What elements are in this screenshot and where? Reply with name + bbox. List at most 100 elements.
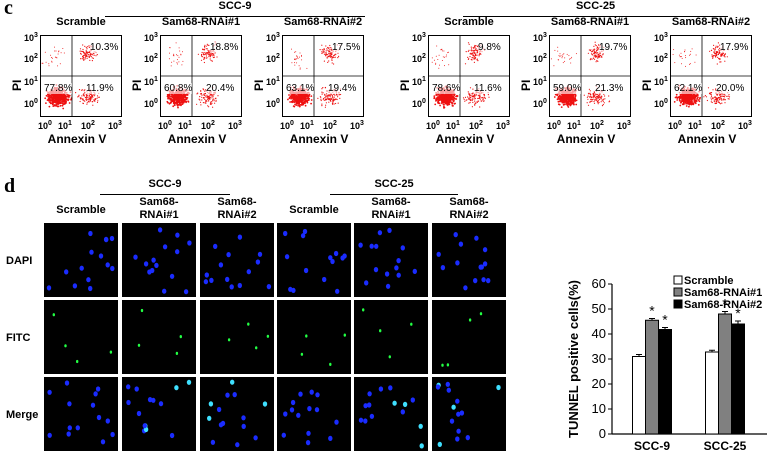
legend-label-2: Sam68-RNAi#2 <box>684 299 762 311</box>
panel-d-letter: d <box>4 175 16 197</box>
panel-c-group-label-scc25: SCC-25 <box>575 0 616 12</box>
fc-quadrant-lr-5: 20.0% <box>716 83 745 94</box>
fc-quadrant-ur-4: 19.7% <box>599 42 628 53</box>
micro-col-label-0: Scramble <box>41 204 121 217</box>
fc-xtick-3-0: 100 <box>426 120 440 131</box>
micro-image-r0-c4 <box>354 223 428 297</box>
fc-xtick-4-3: 103 <box>617 120 631 131</box>
fc-xtick-5-0: 100 <box>668 120 682 131</box>
micro-col-label-line2: RNAi#1 <box>371 209 411 221</box>
legend-swatch-2 <box>673 299 683 309</box>
fc-quadrant-lr-1: 20.4% <box>206 83 235 94</box>
fc-title-2: Sam68-RNAi#2 <box>283 16 363 28</box>
micro-image-r2-c3 <box>277 377 351 451</box>
fc-ytick-2-1: 101 <box>266 76 280 87</box>
y-tick-label: 20 <box>592 376 606 391</box>
fc-xtick-1-3: 103 <box>228 120 242 131</box>
micro-col-label-line2: RNAi#2 <box>449 209 489 221</box>
fc-ytick-5-3: 103 <box>654 32 668 43</box>
fc-xtick-0-1: 101 <box>58 120 72 131</box>
fc-ytick-5-1: 101 <box>654 76 668 87</box>
fc-ytick-0-0: 100 <box>24 98 38 109</box>
significance-star: * <box>722 296 728 312</box>
fc-quadrant-ll-2: 63.1% <box>286 83 315 94</box>
fc-quadrant-ll-5: 62.1% <box>674 83 703 94</box>
fc-ylabel-5: PI <box>640 79 654 91</box>
fc-ytick-1-2: 102 <box>144 53 158 64</box>
fc-ylabel-4: PI <box>519 79 533 91</box>
fc-xtick-1-0: 100 <box>158 120 172 131</box>
legend-swatch-1 <box>673 287 683 297</box>
fc-quadrant-ll-3: 78.6% <box>432 83 461 94</box>
significance-star: * <box>735 305 741 321</box>
fc-ytick-0-2: 102 <box>24 53 38 64</box>
fc-ytick-5-0: 100 <box>654 98 668 109</box>
legend-label-1: Sam68-RNAi#1 <box>684 287 762 299</box>
micro-image-r0-c0 <box>44 223 118 297</box>
y-axis-label: TUNNEL positive cells(%) <box>566 280 581 438</box>
micro-col-label-1: Sam68- RNAi#1 <box>119 196 199 222</box>
significance-star: * <box>649 303 655 319</box>
fc-title-4: Sam68-RNAi#1 <box>550 16 630 28</box>
micro-image-r2-c4 <box>354 377 428 451</box>
fc-ytick-1-0: 100 <box>144 98 158 109</box>
y-tick-label: 10 <box>592 401 606 416</box>
fc-xtick-1-1: 101 <box>178 120 192 131</box>
micro-image-r1-c1 <box>122 300 196 374</box>
micro-col-label-3: Scramble <box>274 204 354 217</box>
micro-col-label-line1: Sam68- <box>371 196 411 208</box>
micro-col-label-line2: RNAi#1 <box>139 209 179 221</box>
bar-sam68-rnai-1-scc-9 <box>645 319 659 435</box>
micro-image-r0-c3 <box>277 223 351 297</box>
fc-ytick-3-2: 102 <box>412 53 426 64</box>
micro-col-label-line1: Sam68- <box>217 196 257 208</box>
fc-quadrant-lr-0: 11.9% <box>86 83 114 94</box>
panel-d-group-line-scc25 <box>330 194 458 195</box>
fc-ytick-5-2: 102 <box>654 53 668 64</box>
fc-xtick-5-1: 101 <box>688 120 702 131</box>
fc-ylabel-3: PI <box>398 79 412 91</box>
fc-ytick-1-3: 103 <box>144 32 158 43</box>
fc-xtick-2-3: 103 <box>350 120 364 131</box>
fc-xtick-1-2: 102 <box>201 120 215 131</box>
fc-quadrant-lr-3: 11.6% <box>474 83 502 94</box>
panel-d-group-label-scc25: SCC-25 <box>374 178 414 190</box>
significance-star: * <box>662 312 668 328</box>
micro-image-r0-c5 <box>432 223 506 297</box>
fc-quadrant-ur-2: 17.5% <box>332 42 361 53</box>
panel-c-group-line-scc25 <box>463 16 728 17</box>
fc-quadrant-ur-0: 10.3% <box>90 42 119 53</box>
fc-ytick-3-1: 101 <box>412 76 426 87</box>
y-tick-label: 0 <box>599 426 606 441</box>
panel-c-group-line-scc9 <box>105 16 365 17</box>
fc-xlabel-0: Annexin V <box>47 132 107 146</box>
bar-sam68-rnai-2-scc-9 <box>658 329 672 435</box>
fc-ytick-4-0: 100 <box>533 98 547 109</box>
micro-image-r2-c5 <box>432 377 506 451</box>
micro-col-label-4: Sam68- RNAi#1 <box>351 196 431 222</box>
bar-sam68-rnai-2-scc-25 <box>731 323 745 435</box>
micro-col-label-line2: RNAi#2 <box>217 209 257 221</box>
fc-xtick-0-0: 100 <box>38 120 52 131</box>
micro-image-r1-c2 <box>200 300 274 374</box>
bar-scramble-scc-9 <box>632 356 646 435</box>
fc-ytick-1-1: 101 <box>144 76 158 87</box>
y-tick-label: 50 <box>592 301 606 316</box>
micro-col-label-line1: Sam68- <box>449 196 489 208</box>
legend-swatch-0 <box>673 275 683 285</box>
micro-image-r1-c0 <box>44 300 118 374</box>
fc-xtick-0-2: 102 <box>81 120 95 131</box>
fc-quadrant-ur-3: 9.8% <box>478 42 501 53</box>
micro-col-label-line1: Scramble <box>289 204 339 216</box>
micro-image-r1-c4 <box>354 300 428 374</box>
y-tick-label: 30 <box>592 351 606 366</box>
micro-image-r2-c2 <box>200 377 274 451</box>
fc-title-1: Sam68-RNAi#1 <box>161 16 241 28</box>
fc-quadrant-ll-0: 77.8% <box>44 83 73 94</box>
y-tick-label: 40 <box>592 326 606 341</box>
fc-xlabel-2: Annexin V <box>289 132 349 146</box>
fc-xtick-2-0: 100 <box>280 120 294 131</box>
fc-quadrant-lr-2: 19.4% <box>328 83 357 94</box>
fc-ylabel-0: PI <box>10 79 24 91</box>
